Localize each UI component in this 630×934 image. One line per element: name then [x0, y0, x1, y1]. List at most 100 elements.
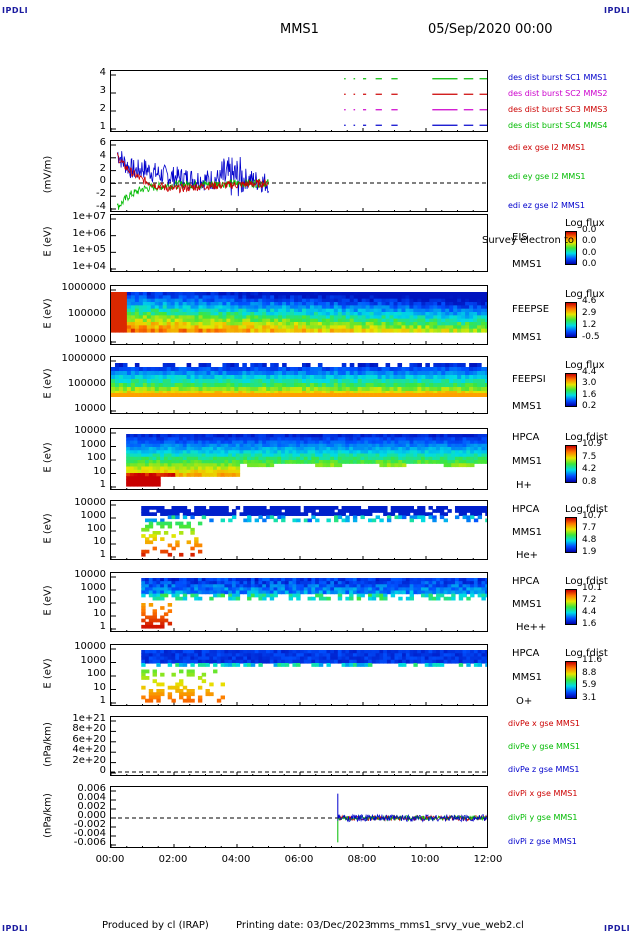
feepse-cell — [465, 295, 470, 300]
hpca-hepp-cell — [247, 587, 252, 592]
hpca-h-cell — [243, 453, 248, 458]
feepse-cell — [154, 322, 160, 326]
feepse-cell — [445, 308, 450, 313]
feepse-cell — [230, 298, 235, 303]
feepse-cell — [349, 328, 355, 333]
feepse-cell — [393, 295, 399, 300]
hpca-he-cell — [428, 512, 433, 516]
feepsi-cell — [250, 379, 255, 384]
hpca-h-cell — [247, 443, 252, 448]
hpca-h-cell — [160, 473, 165, 477]
hpca-o-cell — [390, 659, 396, 664]
feepse-cell — [114, 312, 120, 316]
feepse-cell — [142, 325, 148, 330]
hpca-hepp-cell — [424, 581, 430, 585]
feepse-cell — [286, 312, 291, 316]
feepsi-band — [473, 393, 478, 397]
hpca-hepp-cell — [243, 584, 248, 588]
feepsi-cell — [433, 371, 438, 376]
hpca-h-cell — [439, 437, 445, 442]
hpca-h-cell — [315, 460, 320, 464]
hpca-h-cell — [175, 453, 180, 458]
hpca-h-cell — [126, 463, 131, 468]
hpca-o-cell — [213, 656, 218, 661]
hpca-o-cell — [371, 650, 377, 654]
hpca-h-cell — [152, 482, 157, 487]
feepsi-cell — [254, 379, 259, 384]
hpca-hepp-cell — [197, 587, 203, 592]
hpca-o-cell — [352, 656, 358, 661]
hpca-o-cell — [341, 659, 346, 664]
hpca-o-cell — [337, 656, 343, 661]
feepse-cell — [234, 328, 239, 333]
hpca-o-cell — [318, 659, 324, 664]
hpca-h-cell — [231, 473, 237, 477]
hpca-hepp-cell — [345, 578, 350, 582]
hpca-o-cell — [182, 659, 188, 664]
hpca-hepp-cell — [334, 578, 339, 582]
hpca-hepp-cell — [243, 590, 248, 595]
feepsi-cell — [234, 387, 239, 392]
hpca-h-cell — [186, 440, 191, 445]
panel-burst — [110, 70, 488, 132]
feepsi-cell — [266, 371, 271, 376]
hpca-o-cell — [330, 653, 335, 658]
hpca-he-cell — [265, 512, 271, 516]
colorbar-feepse — [565, 302, 577, 338]
ytick-hpca_he: 10 — [93, 536, 106, 547]
hpca-he-cell — [228, 518, 233, 523]
hpca-h-cell — [175, 456, 180, 461]
hpca-he-cell — [379, 509, 384, 513]
hpca-h-cell — [454, 437, 460, 442]
hpca-h-cell — [269, 460, 275, 464]
hpca-hepp-cell — [360, 578, 365, 582]
feepsi-band — [453, 393, 458, 397]
feepse-cell — [337, 322, 343, 326]
hpca-he-cell — [390, 509, 396, 513]
feepsi-cell — [118, 363, 124, 368]
hpca-h-cell — [349, 450, 354, 455]
hpca-h-cell — [141, 476, 146, 481]
hpca-o-cell — [364, 653, 369, 658]
feepsi-cell — [170, 367, 176, 372]
hpca-he-cell — [179, 531, 184, 535]
feepse-cell — [182, 318, 188, 323]
hpca-h-cell — [300, 450, 305, 455]
hpca-o-cell — [156, 698, 161, 703]
hpca-o-cell — [409, 659, 414, 664]
hpca-hepp-cell — [160, 596, 165, 601]
feepse-cell — [174, 325, 180, 330]
feepsi-cell — [417, 375, 422, 380]
hpca-o-cell — [428, 650, 433, 654]
hpca-o-cell — [352, 650, 358, 654]
feepse-cell — [441, 315, 446, 320]
hpca-h-cell — [265, 460, 271, 464]
feepsi-cell — [441, 383, 446, 388]
feepsi-cell — [413, 387, 418, 392]
feepsi-cell — [182, 367, 188, 372]
feepsi-cell — [170, 383, 176, 388]
hpca-o-cell — [424, 663, 430, 667]
hpca-o-cell — [141, 656, 146, 661]
feepse-cell — [341, 305, 347, 310]
hpca-he-cell — [458, 509, 464, 513]
hpca-hepp-cell — [318, 581, 324, 585]
hpca-h-cell — [349, 460, 354, 464]
feepse-cell — [421, 325, 426, 330]
feepsi-cell — [222, 371, 227, 376]
feepsi-cell — [194, 371, 200, 376]
hpca-o-cell — [231, 650, 237, 654]
feepse-cell — [242, 302, 247, 306]
feepsi-band — [345, 393, 351, 397]
hpca-h-cell — [137, 463, 142, 468]
hpca-hepp-cell — [216, 587, 222, 592]
hpca-h-cell — [163, 466, 169, 471]
feepse-cell — [138, 302, 144, 306]
instrument-hpca_he-1: MMS1 — [512, 527, 542, 538]
feepse-cell — [174, 312, 180, 316]
hpca-o-cell — [330, 659, 335, 664]
feepse-cell — [373, 302, 379, 306]
feepsi-cell — [417, 363, 422, 368]
feepsi-band — [469, 393, 474, 397]
feepse-cell — [111, 315, 116, 320]
